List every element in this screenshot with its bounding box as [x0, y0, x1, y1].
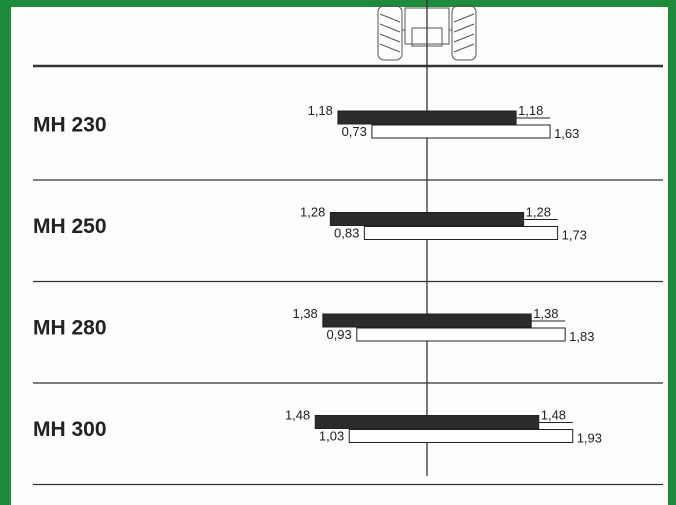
bar: [356, 327, 566, 342]
value-label: 1,48: [285, 408, 310, 423]
value-label: 0,93: [326, 327, 351, 342]
category-label: MH 250: [33, 215, 107, 238]
bar: [348, 429, 574, 443]
bar: [314, 415, 540, 429]
category-label: MH 230: [33, 114, 107, 137]
value-label: 1,28: [526, 205, 551, 220]
frame-left: [0, 0, 11, 505]
value-label: 1,93: [577, 431, 602, 446]
value-label: 1,83: [569, 329, 594, 344]
value-label: 1,18: [308, 103, 333, 118]
category-label: MH 300: [33, 418, 107, 441]
tractor-icon: [377, 5, 477, 61]
bar: [371, 124, 551, 139]
value-label: 0,73: [342, 124, 367, 139]
value-label: 1,63: [554, 126, 579, 141]
frame-top: [0, 0, 676, 7]
bar: [329, 212, 525, 226]
bar: [322, 313, 532, 328]
bar: [363, 226, 559, 240]
value-label: 1,03: [319, 429, 344, 444]
category-label: MH 280: [33, 317, 107, 340]
value-label: 0,83: [334, 226, 359, 241]
value-label: 1,38: [292, 306, 317, 321]
value-label: 1,28: [300, 205, 325, 220]
value-label: 1,73: [562, 228, 587, 243]
value-label: 1,18: [518, 103, 543, 118]
frame-right: [668, 0, 676, 505]
value-label: 1,38: [533, 306, 558, 321]
bar: [337, 110, 517, 125]
value-label: 1,48: [541, 408, 566, 423]
